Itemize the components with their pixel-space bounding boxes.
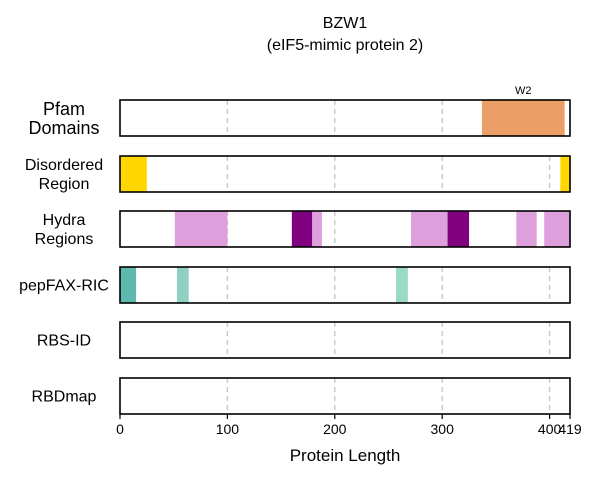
segment	[291, 211, 313, 247]
track-label: RBS-ID	[37, 333, 91, 350]
segment	[120, 267, 137, 303]
x-tick-label: 100	[216, 421, 240, 437]
segment-label: W2	[515, 85, 532, 97]
track-2: Hydra Regions	[35, 210, 571, 248]
segment	[174, 211, 228, 247]
segment	[544, 211, 570, 247]
segment	[411, 211, 448, 247]
track-frame	[119, 321, 571, 359]
track-5: RBDmap	[32, 377, 571, 415]
segment	[447, 211, 470, 247]
segment	[481, 100, 565, 136]
x-axis-label: Protein Length	[290, 446, 401, 465]
track-frame	[119, 377, 571, 415]
chart-title: BZW1	[323, 15, 368, 32]
segment	[312, 211, 322, 247]
track-label: Regions	[35, 231, 94, 248]
track-label: RBDmap	[32, 389, 97, 406]
track-label: Pfam	[43, 99, 85, 119]
track-background	[120, 322, 570, 358]
track-frame	[119, 210, 571, 248]
track-label: Region	[39, 176, 90, 193]
track-frame	[119, 266, 571, 304]
segment	[176, 267, 189, 303]
track-label: Disordered	[25, 157, 103, 174]
track-4: RBS-ID	[37, 321, 571, 359]
track-1: Disordered Region	[25, 155, 571, 193]
segment	[560, 156, 570, 192]
segment	[396, 267, 408, 303]
track-frame	[119, 99, 571, 137]
grid-lines	[226, 100, 551, 414]
chart-subtitle: (eIF5-mimic protein 2)	[267, 37, 423, 54]
x-tick-label: 200	[323, 421, 347, 437]
x-tick-label: 419	[558, 421, 582, 437]
x-tick-label: 0	[116, 421, 124, 437]
track-3: pepFAX-RIC	[19, 266, 571, 304]
track-label: pepFAX-RIC	[19, 278, 109, 295]
track-label: Domains	[28, 118, 99, 138]
segment	[120, 156, 147, 192]
segment	[516, 211, 537, 247]
track-label: Hydra	[43, 212, 86, 229]
track-frame	[119, 155, 571, 193]
track-background	[120, 156, 570, 192]
x-tick-label: 300	[431, 421, 455, 437]
x-tick-label: 400	[538, 421, 562, 437]
track-background	[120, 378, 570, 414]
